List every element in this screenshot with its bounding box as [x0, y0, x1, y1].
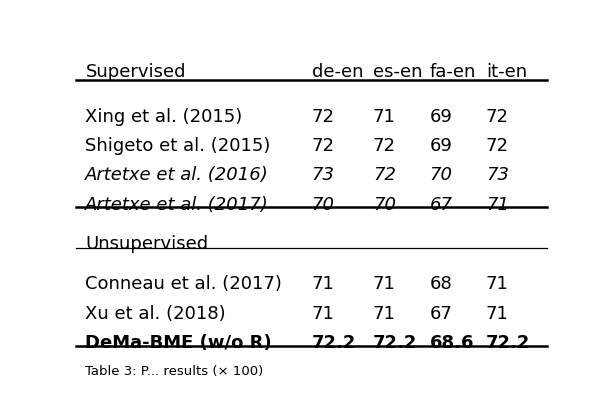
Text: 71: 71	[486, 196, 509, 214]
Text: 72: 72	[486, 107, 509, 126]
Text: 71: 71	[373, 305, 396, 323]
Text: 67: 67	[429, 305, 452, 323]
Text: 72: 72	[486, 137, 509, 155]
Text: Xu et al. (2018): Xu et al. (2018)	[85, 305, 226, 323]
Text: 68.6: 68.6	[429, 334, 474, 352]
Text: 67: 67	[429, 196, 452, 214]
Text: 72: 72	[311, 137, 334, 155]
Text: DeMa-BME (w/o R): DeMa-BME (w/o R)	[85, 334, 272, 352]
Text: 71: 71	[373, 107, 396, 126]
Text: 70: 70	[429, 166, 452, 184]
Text: 72.2: 72.2	[373, 334, 417, 352]
Text: 72.2: 72.2	[311, 334, 356, 352]
Text: 71: 71	[486, 275, 509, 293]
Text: Unsupervised: Unsupervised	[85, 235, 209, 253]
Text: 71: 71	[373, 275, 396, 293]
Text: 69: 69	[429, 137, 452, 155]
Text: 71: 71	[311, 305, 334, 323]
Text: Xing et al. (2015): Xing et al. (2015)	[85, 107, 243, 126]
Text: 69: 69	[429, 107, 452, 126]
Text: Shigeto et al. (2015): Shigeto et al. (2015)	[85, 137, 271, 155]
Text: 70: 70	[373, 196, 396, 214]
Text: 68: 68	[429, 275, 452, 293]
Text: 73: 73	[311, 166, 334, 184]
Text: 73: 73	[486, 166, 509, 184]
Text: 72.2: 72.2	[486, 334, 530, 352]
Text: 71: 71	[486, 305, 509, 323]
Text: 70: 70	[311, 196, 334, 214]
Text: Conneau et al. (2017): Conneau et al. (2017)	[85, 275, 282, 293]
Text: 72: 72	[311, 107, 334, 126]
Text: 71: 71	[311, 275, 334, 293]
Text: Table 3: P... results (× 100): Table 3: P... results (× 100)	[85, 365, 264, 378]
Text: es-en: es-en	[373, 63, 423, 81]
Text: 72: 72	[373, 137, 396, 155]
Text: Artetxe et al. (2017): Artetxe et al. (2017)	[85, 196, 269, 214]
Text: it-en: it-en	[486, 63, 527, 81]
Text: fa-en: fa-en	[429, 63, 476, 81]
Text: 72: 72	[373, 166, 396, 184]
Text: de-en: de-en	[311, 63, 363, 81]
Text: Artetxe et al. (2016): Artetxe et al. (2016)	[85, 166, 269, 184]
Text: Supervised: Supervised	[85, 63, 186, 81]
